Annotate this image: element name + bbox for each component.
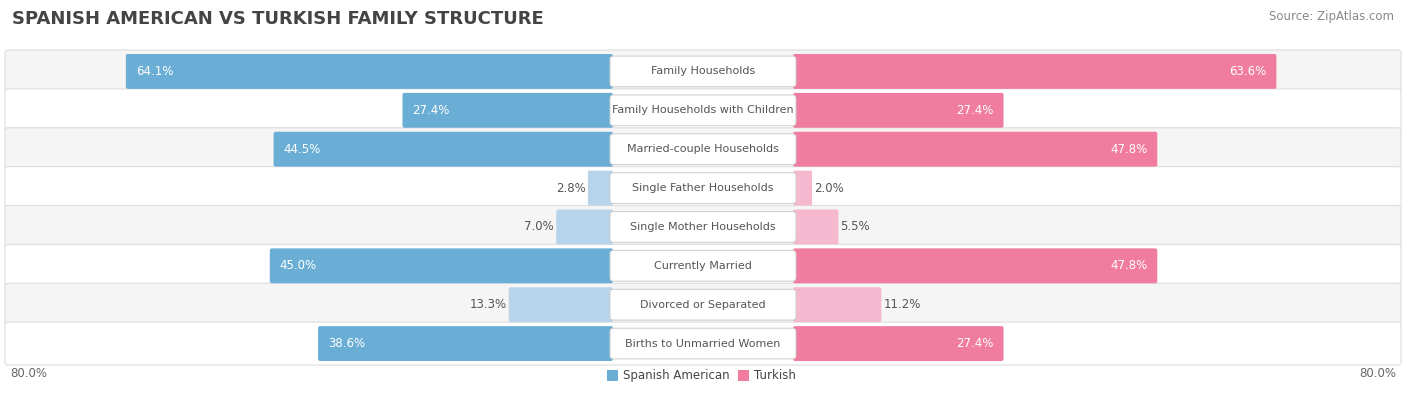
FancyBboxPatch shape bbox=[610, 56, 796, 87]
Text: Spanish American: Spanish American bbox=[623, 369, 730, 382]
Text: 27.4%: 27.4% bbox=[412, 104, 450, 117]
FancyBboxPatch shape bbox=[270, 248, 613, 283]
Text: 47.8%: 47.8% bbox=[1111, 259, 1147, 272]
Text: 2.8%: 2.8% bbox=[557, 182, 586, 195]
FancyBboxPatch shape bbox=[588, 171, 613, 205]
Text: 80.0%: 80.0% bbox=[10, 367, 46, 380]
FancyBboxPatch shape bbox=[793, 287, 882, 322]
Text: SPANISH AMERICAN VS TURKISH FAMILY STRUCTURE: SPANISH AMERICAN VS TURKISH FAMILY STRUC… bbox=[13, 10, 544, 28]
FancyBboxPatch shape bbox=[509, 287, 613, 322]
FancyBboxPatch shape bbox=[610, 134, 796, 165]
FancyBboxPatch shape bbox=[610, 289, 796, 320]
FancyBboxPatch shape bbox=[793, 326, 1004, 361]
FancyBboxPatch shape bbox=[557, 209, 613, 245]
FancyBboxPatch shape bbox=[402, 93, 613, 128]
Text: 38.6%: 38.6% bbox=[328, 337, 366, 350]
Text: 2.0%: 2.0% bbox=[814, 182, 844, 195]
Text: 45.0%: 45.0% bbox=[280, 259, 316, 272]
FancyBboxPatch shape bbox=[738, 370, 749, 381]
FancyBboxPatch shape bbox=[793, 93, 1004, 128]
FancyBboxPatch shape bbox=[610, 328, 796, 359]
Text: Family Households: Family Households bbox=[651, 66, 755, 77]
Text: 80.0%: 80.0% bbox=[1360, 367, 1396, 380]
FancyBboxPatch shape bbox=[610, 250, 796, 281]
FancyBboxPatch shape bbox=[318, 326, 613, 361]
Text: Births to Unmarried Women: Births to Unmarried Women bbox=[626, 339, 780, 348]
FancyBboxPatch shape bbox=[793, 209, 838, 245]
FancyBboxPatch shape bbox=[793, 171, 813, 205]
Text: Single Father Households: Single Father Households bbox=[633, 183, 773, 193]
FancyBboxPatch shape bbox=[793, 132, 1157, 167]
FancyBboxPatch shape bbox=[610, 173, 796, 203]
Text: 63.6%: 63.6% bbox=[1229, 65, 1267, 78]
Text: 27.4%: 27.4% bbox=[956, 337, 994, 350]
FancyBboxPatch shape bbox=[607, 370, 619, 381]
Text: 47.8%: 47.8% bbox=[1111, 143, 1147, 156]
Text: 27.4%: 27.4% bbox=[956, 104, 994, 117]
FancyBboxPatch shape bbox=[6, 50, 1400, 93]
FancyBboxPatch shape bbox=[793, 248, 1157, 283]
FancyBboxPatch shape bbox=[6, 283, 1400, 326]
Text: 64.1%: 64.1% bbox=[136, 65, 173, 78]
FancyBboxPatch shape bbox=[127, 54, 613, 89]
FancyBboxPatch shape bbox=[610, 212, 796, 242]
FancyBboxPatch shape bbox=[793, 54, 1277, 89]
Text: 44.5%: 44.5% bbox=[284, 143, 321, 156]
FancyBboxPatch shape bbox=[274, 132, 613, 167]
Text: Turkish: Turkish bbox=[754, 369, 796, 382]
FancyBboxPatch shape bbox=[6, 245, 1400, 287]
Text: 11.2%: 11.2% bbox=[883, 298, 921, 311]
Text: Family Households with Children: Family Households with Children bbox=[612, 105, 794, 115]
FancyBboxPatch shape bbox=[6, 322, 1400, 365]
FancyBboxPatch shape bbox=[610, 95, 796, 126]
FancyBboxPatch shape bbox=[6, 205, 1400, 248]
Text: Single Mother Households: Single Mother Households bbox=[630, 222, 776, 232]
FancyBboxPatch shape bbox=[6, 89, 1400, 132]
Text: 13.3%: 13.3% bbox=[470, 298, 506, 311]
Text: Married-couple Households: Married-couple Households bbox=[627, 144, 779, 154]
Text: Source: ZipAtlas.com: Source: ZipAtlas.com bbox=[1270, 10, 1393, 23]
FancyBboxPatch shape bbox=[6, 167, 1400, 209]
Text: Divorced or Separated: Divorced or Separated bbox=[640, 300, 766, 310]
Text: 7.0%: 7.0% bbox=[524, 220, 554, 233]
Text: Currently Married: Currently Married bbox=[654, 261, 752, 271]
Text: 5.5%: 5.5% bbox=[841, 220, 870, 233]
FancyBboxPatch shape bbox=[6, 128, 1400, 171]
